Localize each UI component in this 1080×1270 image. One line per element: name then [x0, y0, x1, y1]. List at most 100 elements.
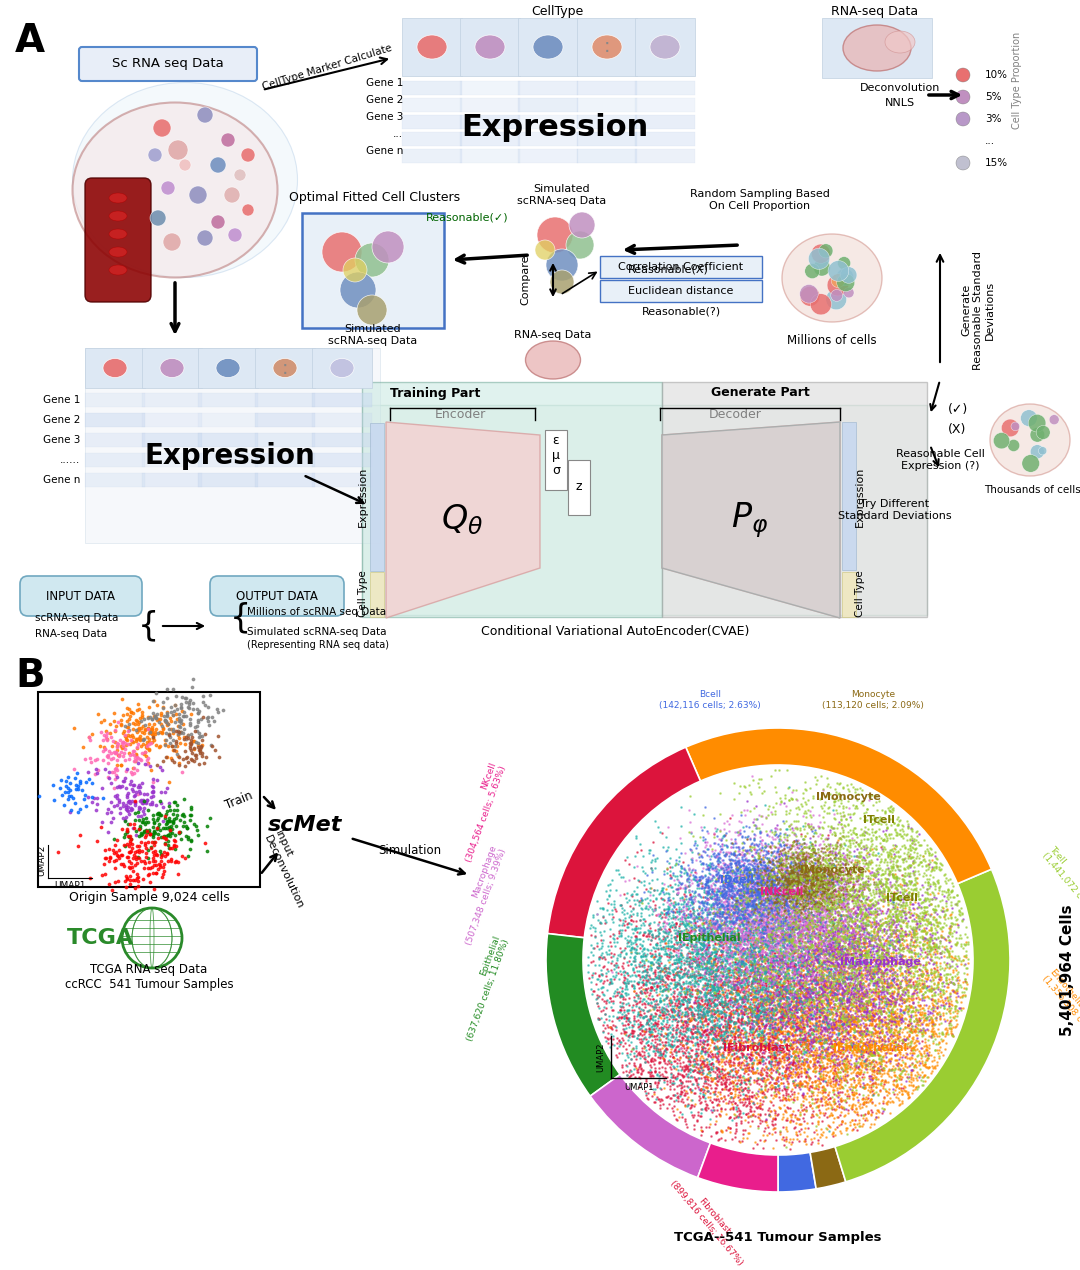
- Point: [734, 1090, 752, 1110]
- Point: [703, 988, 720, 1008]
- Point: [794, 866, 811, 886]
- Point: [744, 917, 761, 937]
- Point: [686, 1016, 703, 1036]
- Point: [841, 987, 859, 1007]
- Point: [691, 1022, 708, 1043]
- Point: [799, 1025, 816, 1045]
- Point: [902, 855, 919, 875]
- Point: [841, 804, 859, 824]
- Point: [697, 960, 714, 980]
- Point: [893, 988, 910, 1008]
- Point: [766, 1114, 783, 1134]
- Point: [673, 966, 690, 987]
- Point: [791, 1072, 808, 1092]
- Point: [676, 908, 693, 928]
- Point: [789, 796, 807, 817]
- Point: [733, 919, 751, 940]
- Point: [633, 1031, 650, 1052]
- Point: [766, 936, 783, 956]
- Point: [907, 958, 924, 978]
- Point: [809, 1114, 826, 1134]
- Point: [796, 1049, 813, 1069]
- Point: [852, 950, 869, 970]
- Point: [664, 908, 681, 928]
- Point: [792, 925, 809, 945]
- Point: [712, 875, 729, 895]
- Point: [778, 917, 795, 937]
- Point: [758, 961, 775, 982]
- Point: [751, 897, 768, 917]
- Point: [788, 987, 806, 1007]
- Point: [910, 906, 928, 926]
- Point: [932, 966, 949, 987]
- Point: [646, 899, 663, 919]
- Point: [768, 841, 785, 861]
- Point: [706, 871, 724, 892]
- Point: [816, 912, 834, 932]
- Point: [168, 795, 186, 815]
- Point: [694, 947, 712, 968]
- Point: [734, 926, 752, 946]
- Point: [800, 814, 818, 834]
- Point: [779, 925, 796, 945]
- Point: [647, 1043, 664, 1063]
- Point: [824, 855, 841, 875]
- Point: [661, 918, 678, 939]
- Point: [632, 918, 649, 939]
- Point: [791, 1048, 808, 1068]
- Point: [890, 889, 907, 909]
- Point: [815, 997, 833, 1017]
- Point: [762, 888, 780, 908]
- Point: [737, 900, 754, 921]
- Point: [877, 931, 894, 951]
- Point: [882, 1049, 900, 1069]
- Point: [675, 1066, 692, 1086]
- Point: [730, 946, 747, 966]
- Point: [820, 855, 837, 875]
- Point: [673, 832, 690, 852]
- Point: [895, 937, 913, 958]
- Point: [752, 992, 769, 1012]
- Point: [745, 902, 762, 922]
- Point: [816, 1030, 834, 1050]
- Point: [876, 944, 893, 964]
- Point: [656, 1001, 673, 1021]
- Point: [794, 1053, 811, 1073]
- Point: [649, 950, 666, 970]
- Point: [683, 839, 700, 860]
- Point: [795, 1121, 812, 1142]
- Point: [751, 970, 768, 991]
- Point: [837, 951, 854, 972]
- Point: [765, 1119, 782, 1139]
- Point: [640, 966, 658, 987]
- Point: [916, 889, 933, 909]
- Point: [160, 714, 177, 734]
- Point: [835, 913, 852, 933]
- Point: [65, 787, 82, 808]
- Point: [781, 1105, 798, 1125]
- Point: [769, 983, 786, 1003]
- Point: [742, 892, 759, 912]
- Point: [825, 1082, 842, 1102]
- Point: [769, 1074, 786, 1095]
- Point: [914, 937, 931, 958]
- Point: [837, 1038, 854, 1058]
- Point: [758, 966, 775, 987]
- Point: [799, 982, 816, 1002]
- Point: [810, 970, 827, 991]
- Point: [829, 922, 847, 942]
- Point: [841, 966, 859, 987]
- Point: [853, 992, 870, 1012]
- Point: [724, 886, 741, 907]
- Point: [728, 958, 745, 978]
- Point: [609, 955, 626, 975]
- Point: [808, 1077, 825, 1097]
- Point: [719, 842, 737, 862]
- Point: [156, 781, 173, 801]
- Point: [772, 1020, 789, 1040]
- Point: [855, 997, 873, 1017]
- Point: [874, 836, 891, 856]
- Point: [720, 969, 738, 989]
- Point: [624, 975, 642, 996]
- Point: [741, 945, 758, 965]
